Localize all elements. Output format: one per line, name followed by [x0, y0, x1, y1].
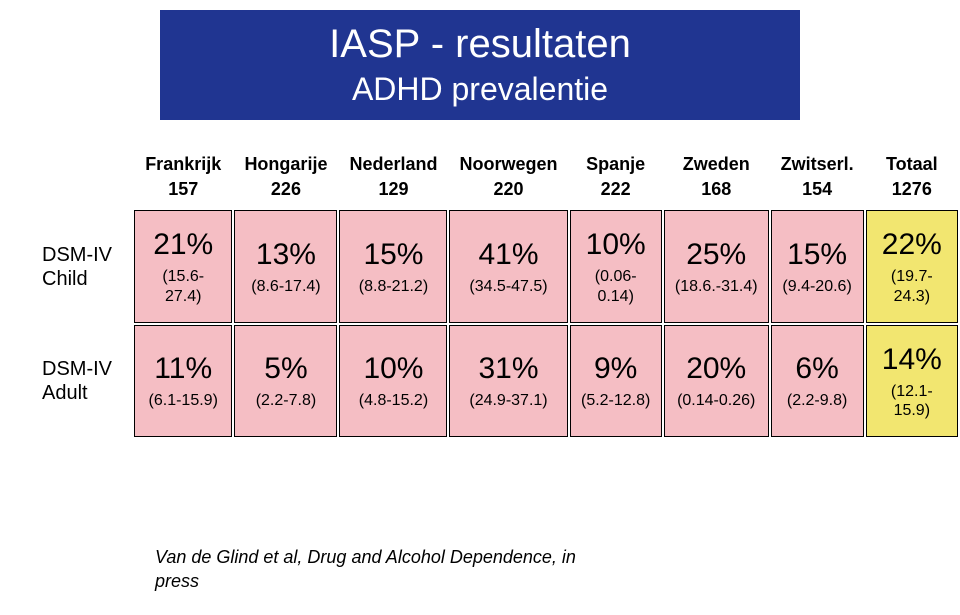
col-header: Spanje222	[570, 152, 662, 208]
cell: 15%(9.4-20.6)	[771, 210, 864, 322]
title-band: IASP - resultaten ADHD prevalentie	[160, 10, 800, 120]
col-header: Zweden168	[664, 152, 769, 208]
col-header: Hongarije226	[234, 152, 337, 208]
col-header: Zwitserl.154	[771, 152, 864, 208]
cell: 41%(34.5-47.5)	[449, 210, 567, 322]
cell: 15%(8.8-21.2)	[339, 210, 447, 322]
cell: 13%(8.6-17.4)	[234, 210, 337, 322]
table-row: DSM-IV Adult 11%(6.1-15.9) 5%(2.2-7.8) 1…	[42, 325, 958, 437]
col-header: Noorwegen220	[449, 152, 567, 208]
title-sub: ADHD prevalentie	[180, 71, 780, 108]
citation-line: Van de Glind et al, Drug and Alcohol Dep…	[155, 546, 576, 569]
cell: 9%(5.2-12.8)	[570, 325, 662, 437]
cell: 21%(15.6-27.4)	[134, 210, 232, 322]
cell: 11%(6.1-15.9)	[134, 325, 232, 437]
cell-totaal: 14%(12.1-15.9)	[866, 325, 958, 437]
col-header: Frankrijk157	[134, 152, 232, 208]
col-header: Nederland129	[339, 152, 447, 208]
cell: 10%(0.06-0.14)	[570, 210, 662, 322]
cell: 6%(2.2-9.8)	[771, 325, 864, 437]
row-label-adult: DSM-IV Adult	[42, 325, 132, 437]
table-header-row: Frankrijk157 Hongarije226 Nederland129 N…	[42, 152, 958, 208]
cell: 10%(4.8-15.2)	[339, 325, 447, 437]
cell: 25%(18.6.-31.4)	[664, 210, 769, 322]
cell-totaal: 22%(19.7-24.3)	[866, 210, 958, 322]
cell: 20%(0.14-0.26)	[664, 325, 769, 437]
title-main: IASP - resultaten	[180, 22, 780, 67]
prevalence-table: Frankrijk157 Hongarije226 Nederland129 N…	[40, 150, 960, 439]
table-row: DSM-IV Child 21%(15.6-27.4) 13%(8.6-17.4…	[42, 210, 958, 322]
row-label-child: DSM-IV Child	[42, 210, 132, 322]
col-header: Totaal1276	[866, 152, 958, 208]
citation-line: press	[155, 570, 576, 593]
cell: 5%(2.2-7.8)	[234, 325, 337, 437]
cell: 31%(24.9-37.1)	[449, 325, 567, 437]
citation: Van de Glind et al, Drug and Alcohol Dep…	[155, 546, 576, 593]
